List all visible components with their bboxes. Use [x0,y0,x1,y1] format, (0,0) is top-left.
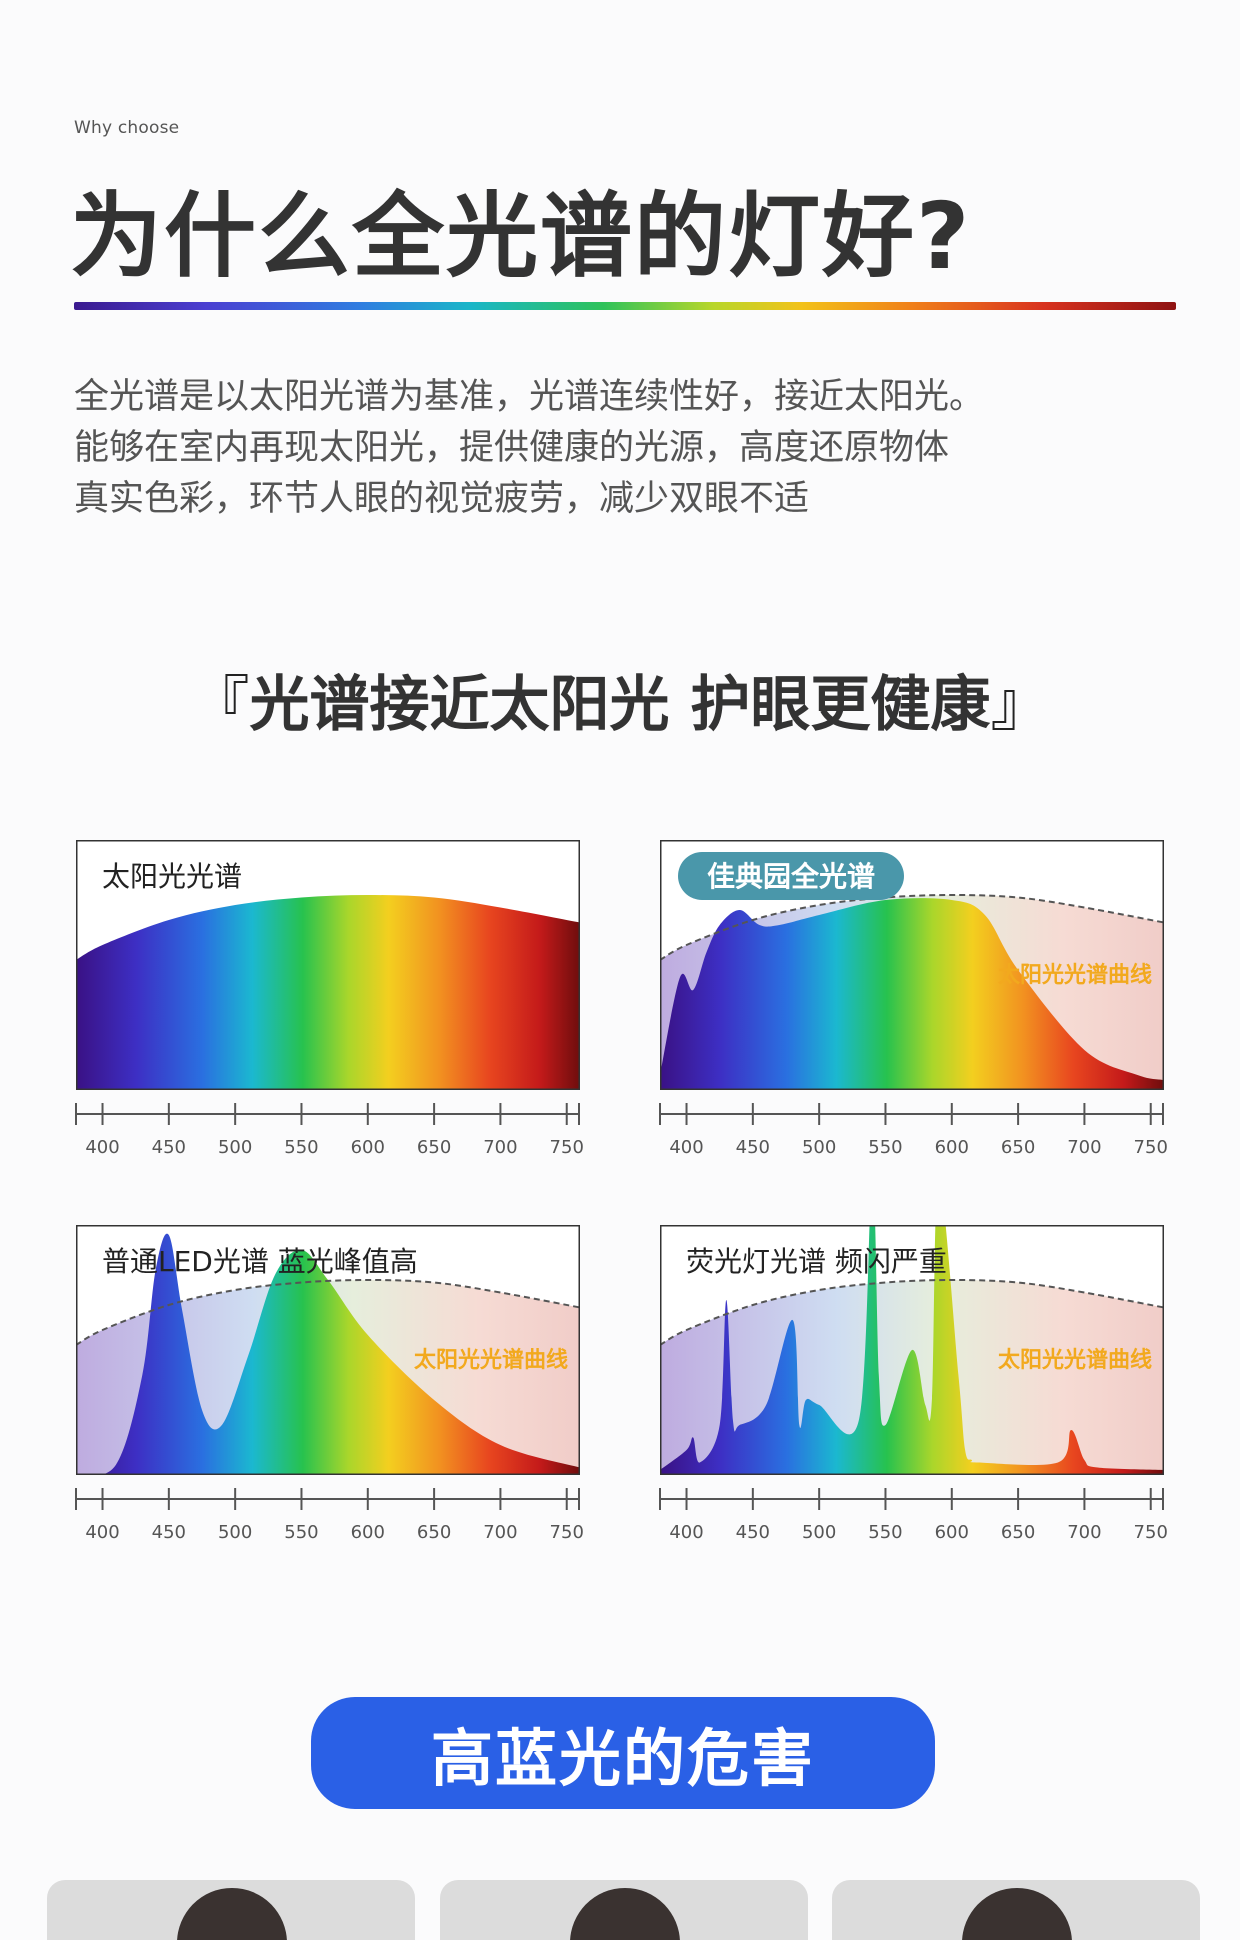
x-tick-label: 400 [85,1137,119,1158]
chart-title: 普通LED光谱 蓝光峰值高 [102,1245,418,1278]
spectrum-chart-fluorescent: 荧光灯光谱 频闪严重太阳光光谱曲线 400 450 500 550 600 650 700 75… [659,1225,1168,1565]
x-tick-label: 750 [1134,1137,1168,1158]
x-tick-label: 450 [736,1522,770,1543]
spectrum-series-area [76,895,580,1090]
portrait-hair [570,1888,680,1940]
reference-curve [76,1278,580,1346]
reference-curve [660,893,1164,961]
intro-paragraph: 全光谱是以太阳光谱为基准，光谱连续性好，接近太阳光。 能够在室内再现太阳光，提供… [74,372,1134,525]
x-tick-label: 750 [1134,1522,1168,1543]
chart-title: 太阳光光谱 [102,860,242,893]
x-tick-label: 600 [351,1137,385,1158]
chart-title-pill [678,852,904,900]
portrait-photo [832,1880,1200,1940]
x-tick-label: 450 [736,1137,770,1158]
reference-label: 太阳光光谱曲线 [998,1347,1152,1373]
x-tick-label: 400 [669,1137,703,1158]
x-tick-label: 550 [284,1522,318,1543]
x-tick-label: 750 [550,1137,584,1158]
x-tick-label: 700 [1067,1522,1101,1543]
x-tick-label: 650 [417,1522,451,1543]
x-tick-label: 450 [152,1137,186,1158]
reference-label: 太阳光光谱曲线 [414,1347,568,1373]
intro-line: 能够在室内再现太阳光，提供健康的光源，高度还原物体 [74,428,950,468]
slogan-open-bracket: 『 [189,670,250,740]
portrait-photo [440,1880,808,1940]
x-tick-label: 650 [1001,1137,1035,1158]
reference-label: 太阳光光谱曲线 [998,962,1152,988]
x-tick-label: 700 [483,1137,517,1158]
x-tick-label: 700 [1067,1137,1101,1158]
chart-frame [76,840,580,1090]
x-tick-label: 650 [417,1137,451,1158]
x-tick-label: 650 [1001,1522,1035,1543]
page-title: 为什么全光谱的灯好? [70,183,972,290]
chart-title: 佳典园全光谱 [707,860,875,893]
x-tick-label: 450 [152,1522,186,1543]
x-tick-label: 500 [802,1522,836,1543]
portrait-hair [962,1888,1072,1940]
spectrum-svg: 太阳光光谱 400 450 500 550 600 650 700 750 [75,840,584,1158]
x-tick-label: 550 [868,1522,902,1543]
x-tick-label: 600 [935,1137,969,1158]
chart-frame [76,1225,580,1475]
intro-line: 全光谱是以太阳光谱为基准，光谱连续性好，接近太阳光。 [74,377,985,417]
x-tick-label: 500 [802,1137,836,1158]
x-tick-label: 500 [218,1522,252,1543]
chart-frame [660,1225,1164,1475]
high-blue-light-hazard-banner: 高蓝光的危害 [311,1697,935,1809]
slogan-text: 光谱接近太阳光 护眼更健康 [249,670,991,740]
spectrum-series-area [76,1233,580,1475]
x-tick-label: 750 [550,1522,584,1543]
slogan: 『光谱接近太阳光 护眼更健康』 [0,656,1240,743]
spectrum-chart-led: 普通LED光谱 蓝光峰值高太阳光光谱曲线 400 450 500 550 600 650 70… [75,1225,584,1565]
slogan-close-bracket: 』 [990,670,1051,740]
reference-curve [660,1278,1164,1346]
x-tick-label: 400 [669,1522,703,1543]
x-tick-label: 550 [284,1137,318,1158]
portrait-photo [47,1880,415,1940]
spectrum-chart-sunlight: 太阳光光谱 400 450 500 550 600 650 700 750 [75,840,584,1180]
section-eyebrow: Why choose [74,118,180,138]
spectrum-series-area [660,1225,1164,1475]
chart-frame [660,840,1164,1090]
x-tick-label: 500 [218,1137,252,1158]
rainbow-divider [74,302,1176,310]
x-tick-label: 600 [351,1522,385,1543]
x-tick-label: 700 [483,1522,517,1543]
x-tick-label: 550 [868,1137,902,1158]
intro-line: 真实色彩，环节人眼的视觉疲劳，减少双眼不适 [74,479,810,519]
x-tick-label: 400 [85,1522,119,1543]
portrait-hair [177,1888,287,1940]
chart-title: 荧光灯光谱 频闪严重 [686,1245,947,1278]
spectrum-series-area [660,898,1164,1090]
spectrum-chart-full-spectrum: 佳典园全光谱太阳光光谱曲线 400 450 500 550 600 650 700 750 [659,840,1168,1180]
x-tick-label: 600 [935,1522,969,1543]
